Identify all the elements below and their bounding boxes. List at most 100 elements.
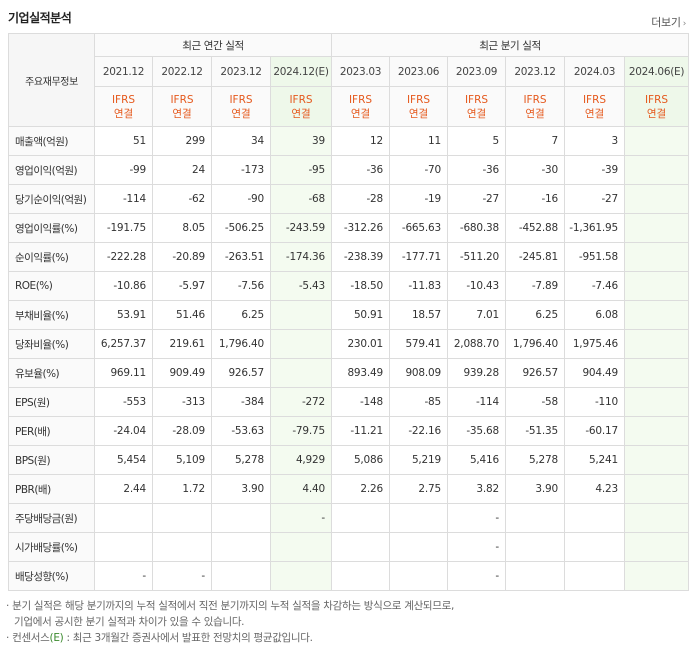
value-cell: -312.26 [331,213,390,243]
value-cell: 926.57 [505,358,565,388]
ifrs-header: IFRS 연결 [211,86,271,127]
value-cell: 12 [331,126,390,156]
section-title: 기업실적분석 [8,11,72,25]
table-row: 배당성향(%) - - - [8,561,689,591]
value-cell: 939.28 [447,358,506,388]
period-header: 2023.12 [211,56,271,87]
table-row: 순이익률(%) -222.28 -20.89 -263.51 -174.36 -238.3… [8,242,689,272]
value-cell [624,358,689,388]
value-cell: -951.58 [564,242,625,272]
value-cell: 6,257.37 [94,329,153,359]
row-label: PER(배) [8,416,95,446]
value-cell [624,329,689,359]
value-cell: - [270,503,332,533]
value-cell: -1,361.95 [564,213,625,243]
consolidated-label: 연결 [525,107,545,120]
row-label: 부채비율(%) [8,300,95,330]
value-cell: 1,796.40 [211,329,271,359]
value-cell [624,155,689,185]
value-cell: 2.44 [94,474,153,504]
value-cell: -5.97 [152,271,212,301]
value-cell [624,416,689,446]
table-row: 당좌비율(%) 6,257.37 219.61 1,796.40 230.01 579.4… [8,329,689,359]
value-cell [564,532,625,562]
value-cell: -148 [331,387,390,417]
value-cell: -110 [564,387,625,417]
value-cell: 219.61 [152,329,212,359]
value-cell: -35.68 [447,416,506,446]
value-cell: -51.35 [505,416,565,446]
value-cell [211,561,271,591]
value-cell: -16 [505,184,565,214]
table-row: 영업이익(억원) -99 24 -173 -95 -36 -70 -36 -30 -39 [8,155,689,185]
value-cell [624,300,689,330]
value-cell: -177.71 [389,242,448,272]
value-cell: - [152,561,212,591]
value-cell [624,184,689,214]
value-cell: - [447,561,506,591]
value-cell: 50.91 [331,300,390,330]
row-label: PBR(배) [8,474,95,504]
table-row: BPS(원) 5,454 5,109 5,278 4,929 5,086 5,219 5,41… [8,445,689,475]
value-cell: 4,929 [270,445,332,475]
ifrs-header: IFRS 연결 [331,86,390,127]
value-cell: -95 [270,155,332,185]
ifrs-header: IFRS 연결 [389,86,448,127]
value-cell [505,503,565,533]
value-cell: 4.40 [270,474,332,504]
value-cell [211,532,271,562]
ifrs-header: IFRS 연결 [270,86,332,127]
value-cell [624,532,689,562]
table-row: 매출액(억원) 51 299 34 39 12 11 5 7 3 [8,126,689,156]
more-link[interactable]: 더보기 › [651,14,686,30]
quarter-group-header: 최근 분기 실적 [331,33,689,57]
ifrs-header: IFRS 연결 [152,86,212,127]
value-cell: 5,278 [211,445,271,475]
value-cell: 6.25 [211,300,271,330]
value-cell: 5,278 [505,445,565,475]
ifrs-label: IFRS [464,93,489,106]
table-row: 부채비율(%) 53.91 51.46 6.25 50.91 18.57 7.01 6.25 6… [8,300,689,330]
value-cell: 1,796.40 [505,329,565,359]
period-header: 2023.03 [331,56,390,87]
value-cell [270,300,332,330]
period-header: 2023.09 [447,56,506,87]
value-cell: -85 [389,387,448,417]
value-cell: -114 [447,387,506,417]
value-cell [270,532,332,562]
footnote-1: · 분기 실적은 해당 분기까지의 누적 실적에서 직전 분기까지의 누적 실적… [6,600,455,612]
value-cell [564,503,625,533]
value-cell: -79.75 [270,416,332,446]
value-cell: -384 [211,387,271,417]
consolidated-label: 연결 [350,107,371,120]
period-header: 2024.06(E) [624,56,689,87]
value-cell: -10.86 [94,271,153,301]
value-cell: 53.91 [94,300,153,330]
ifrs-header: IFRS 연결 [94,86,153,127]
consolidated-label: 연결 [646,107,667,120]
value-cell: -27 [447,184,506,214]
value-cell [94,503,153,533]
row-label: 매출액(억원) [8,126,95,156]
value-cell: 5 [447,126,506,156]
ifrs-header: IFRS 연결 [505,86,565,127]
row-label: 당기순이익(억원) [8,184,95,214]
value-cell: -10.43 [447,271,506,301]
value-cell: 3.82 [447,474,506,504]
value-cell: -24.04 [94,416,153,446]
footnote-1-cont: 기업에서 공시한 분기 실적과 차이가 있을 수 있습니다. [14,616,245,628]
value-cell: -245.81 [505,242,565,272]
value-cell: -11.21 [331,416,390,446]
value-cell: 7.01 [447,300,506,330]
value-cell: 893.49 [331,358,390,388]
value-cell: -19 [389,184,448,214]
row-label: BPS(원) [8,445,95,475]
value-cell: 39 [270,126,332,156]
row-label: ROE(%) [8,271,95,301]
ifrs-label: IFRS [644,93,669,106]
value-cell: 908.09 [389,358,448,388]
value-cell: 909.49 [152,358,212,388]
value-cell: -70 [389,155,448,185]
row-label: 유보율(%) [8,358,95,388]
value-cell: 230.01 [331,329,390,359]
